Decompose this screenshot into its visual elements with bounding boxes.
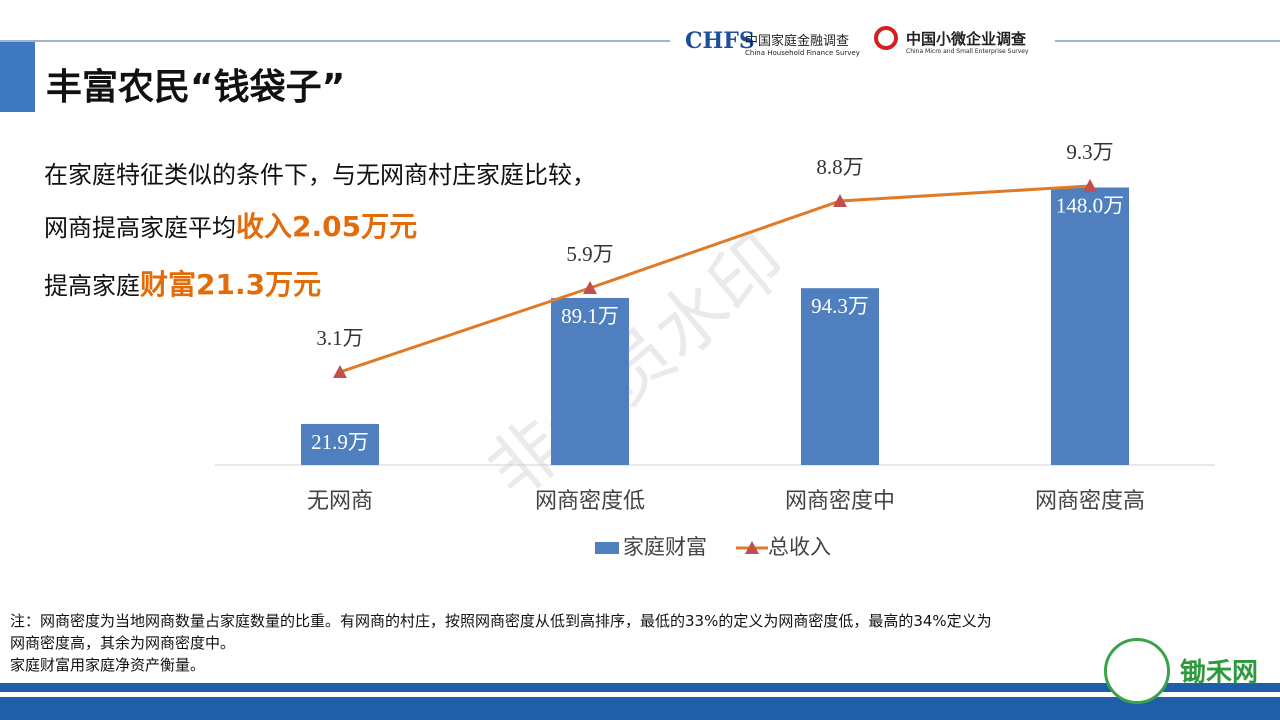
body-text: 提高家庭 xyxy=(44,272,140,300)
title-bar xyxy=(0,42,35,112)
footer-stripe xyxy=(0,697,1280,720)
bar xyxy=(801,288,879,465)
logo-en: China Household Finance Survey xyxy=(745,49,860,57)
value-label: 21.9万 xyxy=(311,430,369,454)
note: 注：网商密度为当地网商数量占家庭数量的比重。有网商的村庄，按照网商密度从低到高排… xyxy=(10,612,992,630)
value-label: 94.3万 xyxy=(811,294,869,318)
legend-label: 家庭财富 xyxy=(623,535,707,559)
bar xyxy=(1051,187,1129,465)
title: 丰富农民“钱袋子” xyxy=(46,67,346,108)
body-text: 网商提高家庭平均 xyxy=(44,214,236,242)
logo-name: 中国小微企业调查 xyxy=(906,30,1027,48)
x-tick-label: 网商密度高 xyxy=(1035,489,1145,514)
highlight: 收入2.05万元 xyxy=(236,210,418,243)
footer-stripe xyxy=(0,683,1280,692)
x-tick-label: 无网商 xyxy=(307,489,373,514)
footer-logo-icon xyxy=(1104,638,1170,704)
logo-name: 中国家庭金融调查 xyxy=(745,34,850,49)
value-label: 8.8万 xyxy=(816,155,863,179)
body-text: 提高家庭财富21.3万元 xyxy=(44,263,321,303)
body-text: 网商提高家庭平均收入2.05万元 xyxy=(44,205,417,245)
logo-icon xyxy=(874,26,898,50)
line-marker xyxy=(833,194,847,207)
watermark: 非会员水印 xyxy=(472,218,802,514)
value-label: 89.1万 xyxy=(561,304,619,328)
header-rule xyxy=(0,40,670,42)
logo-en: China Micro and Small Enterprise Survey xyxy=(906,48,1029,55)
x-tick-label: 网商密度中 xyxy=(785,489,895,514)
note: 网商密度高，其余为网商密度中。 xyxy=(10,634,236,652)
body-text: 在家庭特征类似的条件下，与无网商村庄家庭比较， xyxy=(44,161,596,189)
value-label: 9.3万 xyxy=(1066,140,1113,164)
line-marker xyxy=(333,365,347,378)
bar xyxy=(301,423,379,465)
value-label: 3.1万 xyxy=(316,326,363,350)
value-label: 5.9万 xyxy=(566,242,613,266)
value-label: 148.0万 xyxy=(1056,193,1124,217)
line-marker xyxy=(583,281,597,294)
legend-swatch xyxy=(745,541,759,554)
logo-mark: CHFS xyxy=(685,28,755,54)
x-tick-label: 网商密度低 xyxy=(535,489,645,514)
legend-label: 总收入 xyxy=(768,535,831,559)
highlight: 财富21.3万元 xyxy=(140,268,322,301)
line xyxy=(339,184,1091,374)
footer-logo: 锄禾网 xyxy=(1180,658,1259,688)
line-marker xyxy=(1083,179,1097,192)
bar xyxy=(551,297,629,465)
legend-swatch xyxy=(595,542,619,554)
note: 家庭财富用家庭净资产衡量。 xyxy=(10,656,206,674)
header-rule xyxy=(1055,40,1280,42)
